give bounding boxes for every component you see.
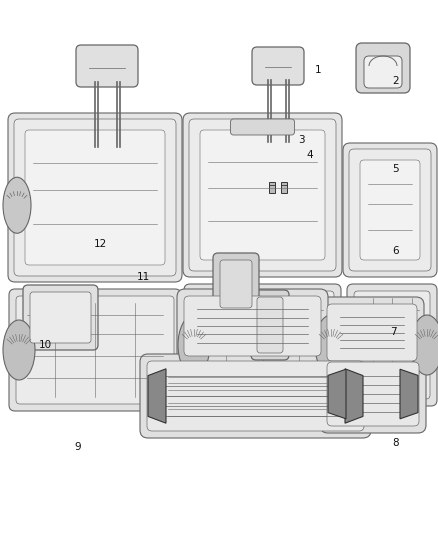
Text: 2: 2: [392, 76, 399, 86]
FancyBboxPatch shape: [140, 354, 371, 438]
Text: 4: 4: [307, 150, 313, 159]
Polygon shape: [345, 369, 363, 423]
FancyBboxPatch shape: [76, 45, 138, 87]
FancyBboxPatch shape: [184, 296, 321, 356]
Polygon shape: [148, 369, 166, 423]
FancyBboxPatch shape: [327, 304, 417, 361]
Text: 3: 3: [298, 135, 304, 144]
Polygon shape: [328, 369, 346, 419]
Ellipse shape: [3, 177, 31, 233]
FancyBboxPatch shape: [213, 253, 259, 315]
FancyBboxPatch shape: [347, 284, 437, 406]
FancyBboxPatch shape: [8, 113, 182, 282]
Polygon shape: [269, 182, 275, 193]
Polygon shape: [281, 182, 287, 193]
FancyBboxPatch shape: [230, 119, 294, 135]
FancyBboxPatch shape: [257, 297, 283, 353]
FancyBboxPatch shape: [320, 355, 426, 433]
FancyBboxPatch shape: [320, 297, 424, 368]
FancyBboxPatch shape: [184, 284, 341, 406]
Ellipse shape: [178, 315, 210, 375]
Text: 7: 7: [390, 327, 396, 336]
Ellipse shape: [411, 315, 438, 375]
FancyBboxPatch shape: [191, 291, 334, 399]
Polygon shape: [400, 369, 418, 419]
FancyBboxPatch shape: [183, 113, 342, 277]
FancyBboxPatch shape: [354, 291, 430, 399]
FancyBboxPatch shape: [200, 130, 325, 260]
FancyBboxPatch shape: [9, 289, 181, 411]
Text: 9: 9: [74, 442, 81, 451]
FancyBboxPatch shape: [343, 143, 437, 277]
FancyBboxPatch shape: [16, 296, 174, 404]
Text: 10: 10: [39, 341, 52, 350]
Text: 6: 6: [392, 246, 399, 255]
FancyBboxPatch shape: [364, 56, 402, 88]
Ellipse shape: [315, 315, 347, 375]
FancyBboxPatch shape: [251, 290, 289, 360]
Text: 11: 11: [137, 272, 150, 282]
FancyBboxPatch shape: [14, 119, 176, 276]
Text: 8: 8: [392, 439, 399, 448]
FancyBboxPatch shape: [30, 292, 91, 343]
Text: 5: 5: [392, 165, 399, 174]
FancyBboxPatch shape: [177, 289, 328, 363]
FancyBboxPatch shape: [189, 119, 336, 271]
FancyBboxPatch shape: [252, 47, 304, 85]
FancyBboxPatch shape: [327, 362, 419, 426]
FancyBboxPatch shape: [25, 130, 165, 265]
Ellipse shape: [3, 320, 35, 380]
Text: 1: 1: [314, 66, 321, 75]
FancyBboxPatch shape: [147, 361, 364, 431]
FancyBboxPatch shape: [356, 43, 410, 93]
FancyBboxPatch shape: [220, 260, 252, 308]
FancyBboxPatch shape: [23, 285, 98, 350]
FancyBboxPatch shape: [349, 149, 431, 271]
FancyBboxPatch shape: [360, 160, 420, 260]
Text: 12: 12: [94, 239, 107, 249]
